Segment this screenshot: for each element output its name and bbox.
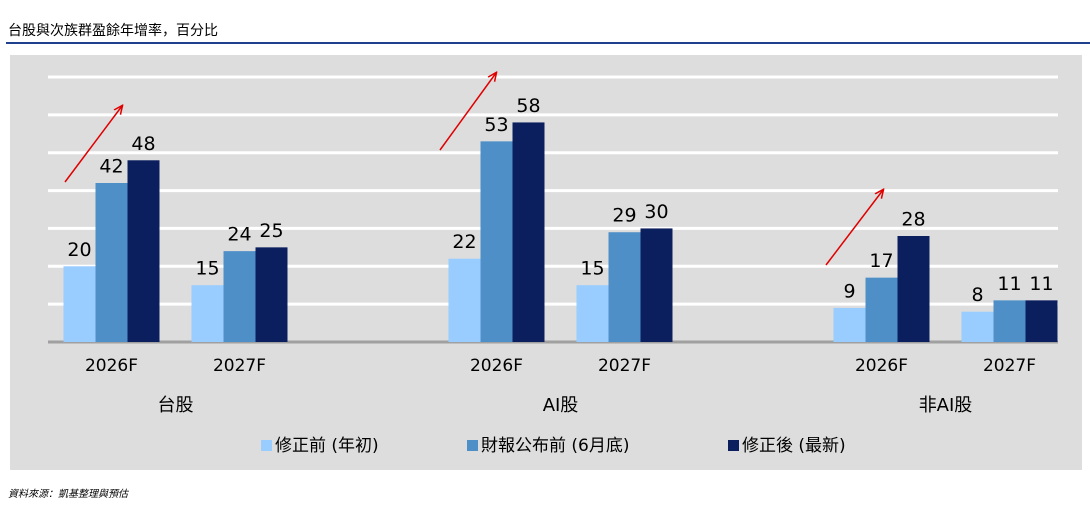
value-label: 20 xyxy=(67,239,91,261)
value-label: 29 xyxy=(612,205,636,227)
trend-arrows xyxy=(64,73,883,266)
value-label: 22 xyxy=(452,231,476,253)
x-tick-label: 2026F xyxy=(85,356,138,376)
x-tick-label: 2026F xyxy=(470,356,523,376)
value-label: 58 xyxy=(516,95,540,117)
value-label: 9 xyxy=(843,280,855,302)
value-label: 53 xyxy=(484,114,508,136)
bar xyxy=(95,183,128,342)
trend-arrow xyxy=(825,190,883,266)
value-label: 30 xyxy=(644,201,668,223)
value-label: 42 xyxy=(99,156,123,178)
bar xyxy=(255,247,288,342)
legend-swatch xyxy=(467,440,478,451)
bar xyxy=(897,236,930,342)
legend-swatch xyxy=(728,440,739,451)
trend-arrow xyxy=(64,106,122,183)
value-label: 15 xyxy=(195,258,219,280)
bar xyxy=(448,258,481,342)
bar xyxy=(608,232,641,342)
bar xyxy=(640,228,673,342)
value-label: 17 xyxy=(869,250,893,272)
value-label: 11 xyxy=(1029,273,1053,295)
source-note: 資料來源：凱基整理與預估 xyxy=(8,488,130,500)
bar xyxy=(961,311,994,342)
bar xyxy=(480,141,513,342)
x-tick-label: 2027F xyxy=(213,356,266,376)
bar xyxy=(833,307,866,342)
x-tick-label: 2027F xyxy=(983,356,1036,376)
value-label: 28 xyxy=(901,209,925,231)
bar xyxy=(993,300,1026,342)
trend-arrow xyxy=(439,73,496,151)
bar xyxy=(63,266,96,342)
bar xyxy=(223,251,256,342)
legend-label: 修正後 (最新) xyxy=(742,436,846,456)
value-label: 48 xyxy=(131,133,155,155)
bar xyxy=(865,277,898,342)
x-tick-label: 2026F xyxy=(855,356,908,376)
plot-area: 台股 AI股 非AI股 2026F 20 42 48 2027F 15 24 25 2026F 22 53… xyxy=(48,75,1058,416)
group-label: 非AI股 xyxy=(919,395,973,416)
x-tick-label: 2027F xyxy=(598,356,651,376)
group-label: 台股 xyxy=(158,395,194,416)
legend-swatch xyxy=(261,440,272,451)
value-label: 25 xyxy=(259,220,283,242)
bar xyxy=(191,285,224,342)
value-label: 15 xyxy=(580,258,604,280)
legend-label: 財報公布前 (6月底) xyxy=(481,436,629,456)
bar xyxy=(576,285,609,342)
group-label: AI股 xyxy=(543,395,579,416)
value-label: 8 xyxy=(971,284,983,306)
bar xyxy=(1025,300,1058,342)
bar xyxy=(127,160,160,342)
bar xyxy=(512,122,545,342)
chart-title: 台股與次族群盈餘年增率，百分比 xyxy=(8,22,218,39)
value-label: 24 xyxy=(227,224,251,246)
legend-label: 修正前 (年初) xyxy=(275,436,379,456)
value-label: 11 xyxy=(997,273,1021,295)
